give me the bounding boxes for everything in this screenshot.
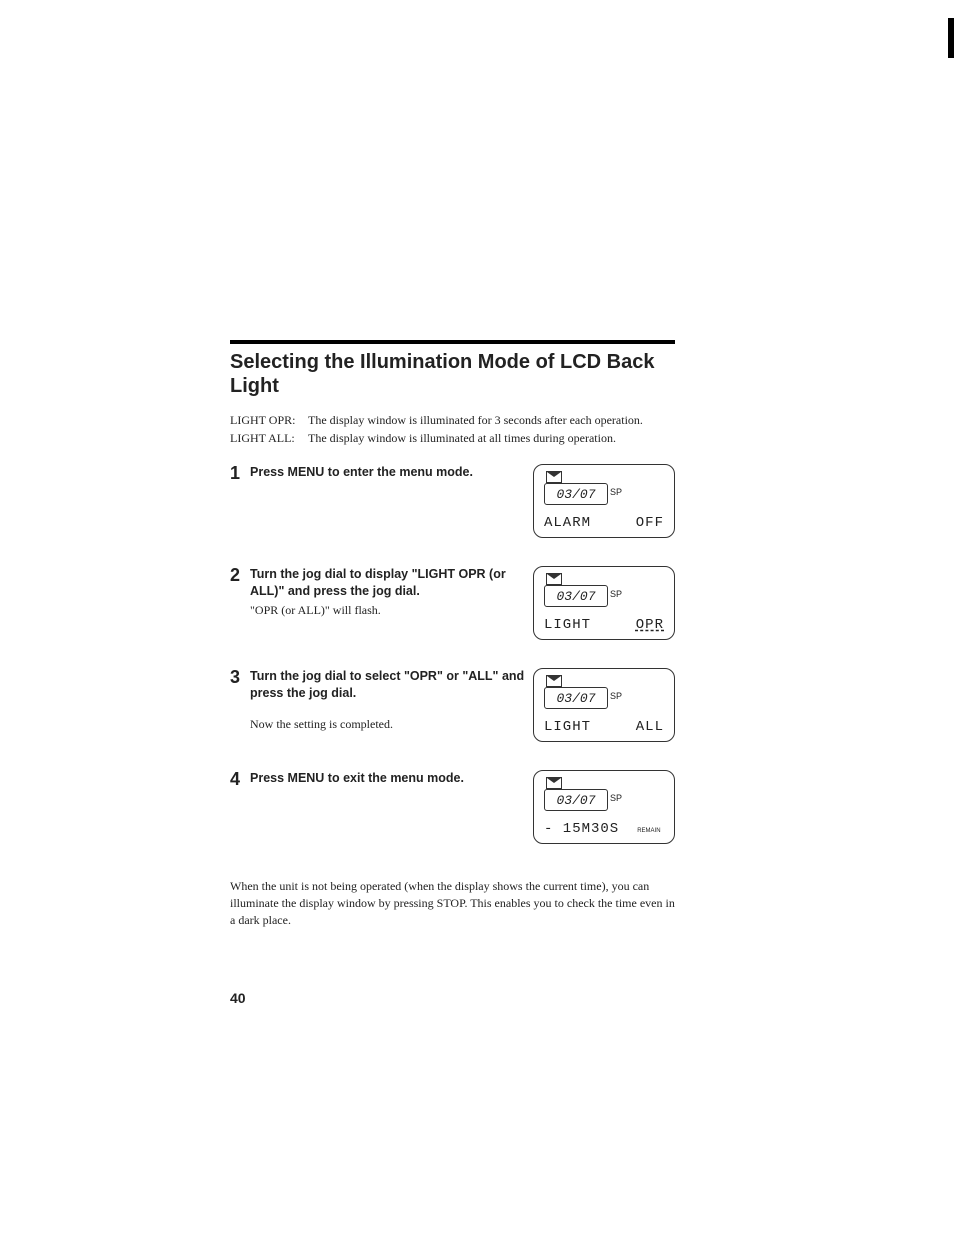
lcd-sp-indicator: SP — [610, 487, 622, 497]
step: 2 Turn the jog dial to display "LIGHT OP… — [230, 566, 675, 640]
lcd-bottom-left: ALARM — [544, 515, 591, 531]
step: 4 Press MENU to exit the menu mode. 03/0… — [230, 770, 675, 844]
step-subtext: "OPR (or ALL)" will flash. — [250, 602, 527, 618]
definition-row: LIGHT OPR: The display window is illumin… — [230, 412, 675, 428]
step-number: 1 — [230, 464, 250, 482]
definitions: LIGHT OPR: The display window is illumin… — [230, 412, 675, 446]
page-title: Selecting the Illumination Mode of LCD B… — [230, 350, 675, 398]
lcd-diagram: 03/07 SP - 15M30S REMAIN — [533, 770, 675, 844]
lcd-counter-box: 03/07 — [544, 585, 608, 607]
lcd-counter: 03/07 — [556, 487, 595, 502]
step-heading: Turn the jog dial to select "OPR" or "AL… — [250, 668, 527, 702]
lcd-counter: 03/07 — [556, 793, 595, 808]
lcd-counter-box: 03/07 — [544, 483, 608, 505]
lcd-bottom-row: LIGHT ALL — [544, 719, 664, 735]
definition-row: LIGHT ALL: The display window is illumin… — [230, 430, 675, 446]
lcd-counter: 03/07 — [556, 589, 595, 604]
step-number: 3 — [230, 668, 250, 686]
lcd-diagram: 03/07 SP LIGHT ALL — [533, 668, 675, 742]
step-heading: Press MENU to enter the menu mode. — [250, 464, 527, 481]
lcd-diagram: 03/07 SP LIGHT OPR — [533, 566, 675, 640]
lcd-bottom-left: LIGHT — [544, 617, 591, 633]
step: 3 Turn the jog dial to select "OPR" or "… — [230, 668, 675, 742]
step-body: Turn the jog dial to display "LIGHT OPR … — [250, 566, 533, 618]
envelope-icon — [546, 777, 562, 789]
lcd-sp-indicator: SP — [610, 793, 622, 803]
lcd-remain-label: REMAIN — [637, 828, 660, 834]
step-note: Now the setting is completed. — [250, 716, 527, 732]
envelope-icon — [546, 573, 562, 585]
step-body: Press MENU to enter the menu mode. — [250, 464, 533, 481]
definition-text: The display window is illuminated for 3 … — [308, 412, 675, 428]
content-block: Selecting the Illumination Mode of LCD B… — [230, 340, 675, 929]
step-number: 2 — [230, 566, 250, 584]
lcd-bottom-right: OFF — [636, 515, 664, 531]
lcd-time-remaining: - 15M30S — [544, 821, 619, 837]
step-heading: Turn the jog dial to display "LIGHT OPR … — [250, 566, 527, 600]
lcd-counter: 03/07 — [556, 691, 595, 706]
page: Selecting the Illumination Mode of LCD B… — [0, 0, 954, 1233]
lcd-bottom-row: LIGHT OPR — [544, 617, 664, 633]
lcd-sp-indicator: SP — [610, 691, 622, 701]
definition-label: LIGHT ALL: — [230, 430, 308, 446]
definition-text: The display window is illuminated at all… — [308, 430, 675, 446]
step-number: 4 — [230, 770, 250, 788]
envelope-icon — [546, 471, 562, 483]
step: 1 Press MENU to enter the menu mode. 03/… — [230, 464, 675, 538]
footnote-paragraph: When the unit is not being operated (whe… — [230, 878, 675, 928]
heading-rule — [230, 340, 675, 344]
page-number: 40 — [230, 990, 246, 1006]
step-body: Turn the jog dial to select "OPR" or "AL… — [250, 668, 533, 732]
lcd-bottom-left: LIGHT — [544, 719, 591, 735]
step-body: Press MENU to exit the menu mode. — [250, 770, 533, 787]
lcd-counter-box: 03/07 — [544, 789, 608, 811]
envelope-icon — [546, 675, 562, 687]
lcd-bottom-row: - 15M30S REMAIN — [544, 821, 664, 837]
lcd-bottom-right-flashing: OPR — [636, 617, 664, 633]
lcd-bottom-right: ALL — [636, 719, 664, 735]
scan-edge-mark — [948, 18, 954, 58]
step-heading: Press MENU to exit the menu mode. — [250, 770, 527, 787]
steps-list: 1 Press MENU to enter the menu mode. 03/… — [230, 464, 675, 844]
lcd-counter-box: 03/07 — [544, 687, 608, 709]
lcd-bottom-row: ALARM OFF — [544, 515, 664, 531]
lcd-sp-indicator: SP — [610, 589, 622, 599]
lcd-diagram: 03/07 SP ALARM OFF — [533, 464, 675, 538]
definition-label: LIGHT OPR: — [230, 412, 308, 428]
